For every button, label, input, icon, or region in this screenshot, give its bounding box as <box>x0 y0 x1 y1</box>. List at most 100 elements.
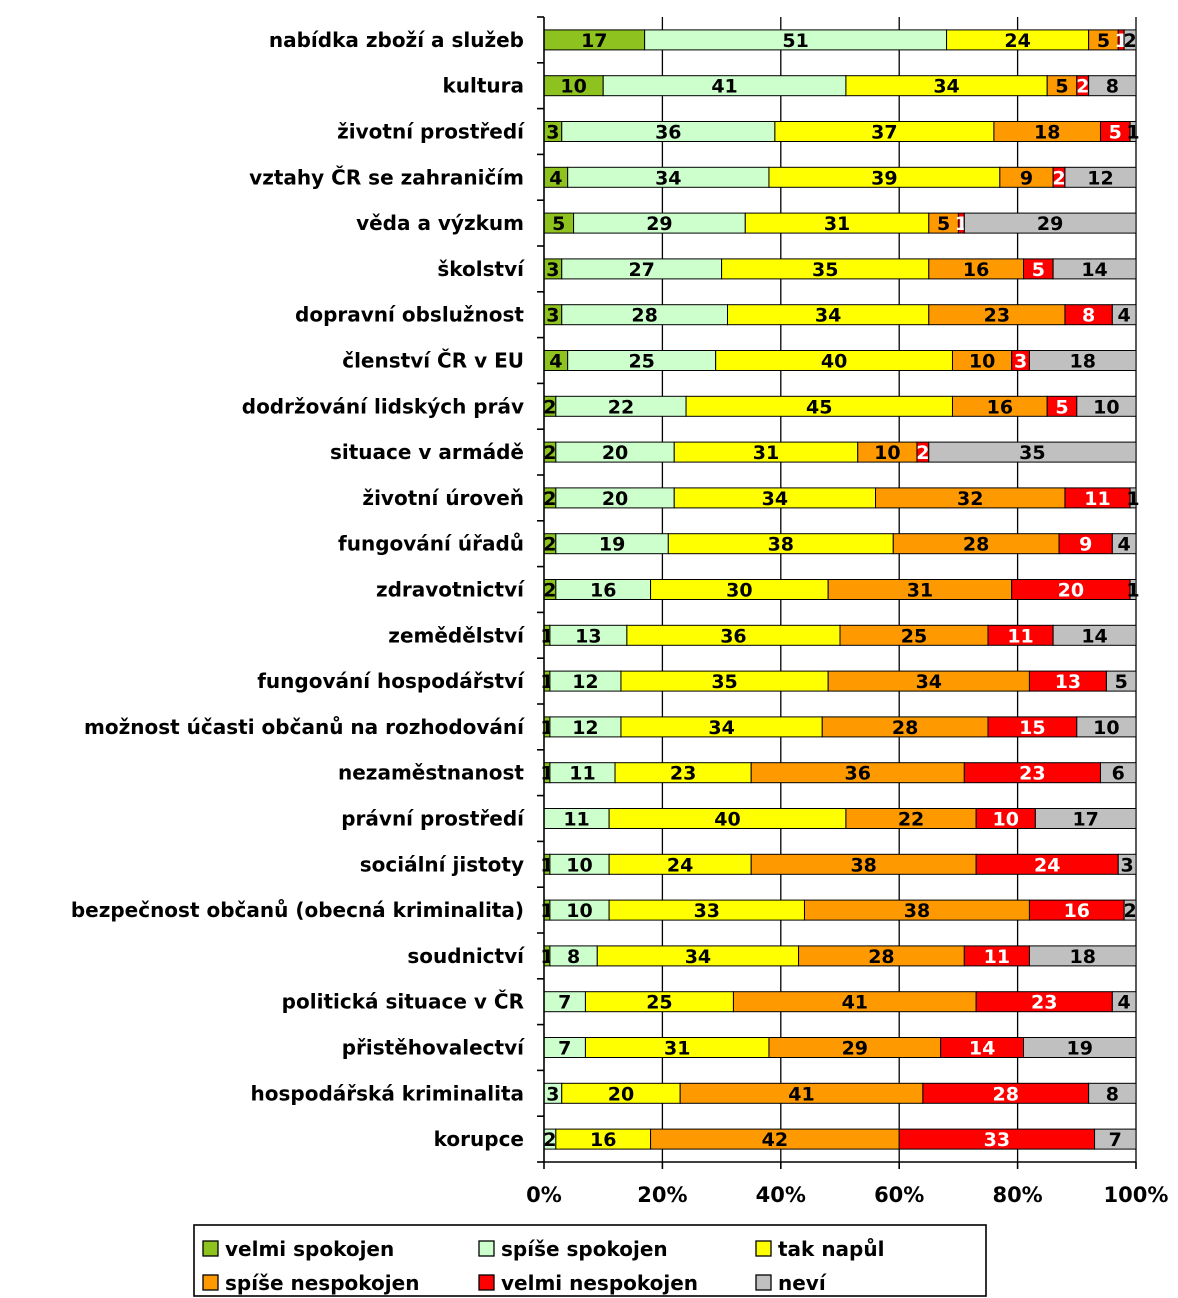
data-label: 41 <box>788 1083 814 1105</box>
bar-segment <box>1129 487 1137 509</box>
data-label: 7 <box>558 1038 571 1060</box>
category-label: politická situace v ČR <box>282 990 524 1014</box>
data-label: 10 <box>993 809 1019 831</box>
bar-segment <box>1076 716 1137 738</box>
data-label: 10 <box>874 442 900 464</box>
data-label: 3 <box>1014 351 1027 373</box>
bar-segment <box>1034 808 1137 829</box>
data-label: 36 <box>720 625 746 647</box>
data-label: 2 <box>1052 167 1065 189</box>
data-label: 5 <box>1055 396 1068 418</box>
data-label: 51 <box>782 30 808 52</box>
data-label: 40 <box>714 809 740 831</box>
data-label: 11 <box>563 809 589 831</box>
category-label: právní prostředí <box>341 807 525 831</box>
data-label: 16 <box>590 580 616 602</box>
category-label: vztahy ČR se zahraničím <box>249 165 524 189</box>
bar-segment <box>1076 395 1137 417</box>
data-label: 33 <box>694 900 720 922</box>
legend-label: tak napůl <box>778 1237 884 1261</box>
category-label: fungování úřadů <box>338 532 524 556</box>
data-label: 8 <box>1106 76 1119 98</box>
data-label: 10 <box>969 351 995 373</box>
data-label: 8 <box>567 946 580 968</box>
bar-segment <box>1129 121 1137 142</box>
category-label: přistěhovalectví <box>342 1036 525 1060</box>
data-label: 27 <box>628 259 654 281</box>
bar-segment <box>928 441 1137 463</box>
bar-segment <box>1028 350 1137 371</box>
category-label: nabídka zboží a služeb <box>269 28 524 52</box>
data-label: 24 <box>1004 30 1030 52</box>
x-tick-label: 100% <box>1104 1183 1169 1207</box>
data-label: 2 <box>543 488 556 510</box>
bar-segment <box>1099 762 1137 784</box>
category-label: bezpečnost občanů (obecná kriminalita) <box>71 898 524 922</box>
data-label: 34 <box>933 76 959 98</box>
data-label: 35 <box>812 259 838 281</box>
bar-segment <box>1117 853 1137 875</box>
data-label: 41 <box>842 992 868 1014</box>
bar-segment <box>1105 670 1137 692</box>
data-label: 11 <box>569 763 595 785</box>
data-label: 33 <box>984 1129 1010 1151</box>
bar-segment <box>1064 166 1137 188</box>
data-label: 24 <box>667 854 693 876</box>
data-label: 4 <box>549 167 562 189</box>
legend-label: velmi nespokojen <box>501 1271 698 1295</box>
data-label: 15 <box>1019 717 1045 739</box>
legend-swatch <box>755 1274 772 1291</box>
data-label: 7 <box>1109 1129 1122 1151</box>
data-label: 38 <box>768 534 794 556</box>
x-tick-label: 60% <box>874 1183 924 1207</box>
data-label: 12 <box>1087 167 1113 189</box>
data-label: 3 <box>1121 854 1134 876</box>
category-label: zemědělství <box>388 623 525 647</box>
data-label: 35 <box>1019 442 1045 464</box>
data-label: 19 <box>599 534 625 556</box>
data-label: 25 <box>628 351 654 373</box>
data-label: 22 <box>898 809 924 831</box>
data-label: 14 <box>969 1038 995 1060</box>
category-label: situace v armádě <box>330 440 524 464</box>
x-tick-label: 80% <box>992 1183 1042 1207</box>
data-label: 13 <box>1055 671 1081 693</box>
category-label: možnost účasti občanů na rozhodování <box>84 715 525 739</box>
data-label: 30 <box>726 580 752 602</box>
data-label: 18 <box>1034 122 1060 144</box>
category-label: členství ČR v EU <box>342 349 524 373</box>
x-tick-label: 20% <box>637 1183 687 1207</box>
data-label: 17 <box>581 30 607 52</box>
legend-swatch <box>478 1240 495 1257</box>
category-label: fungování hospodářství <box>257 669 525 693</box>
category-label: dodržování lidských práv <box>242 394 524 418</box>
data-label: 38 <box>904 900 930 922</box>
data-label: 23 <box>1019 763 1045 785</box>
data-label: 34 <box>815 305 841 327</box>
data-label: 2 <box>916 442 929 464</box>
data-label: 13 <box>575 625 601 647</box>
data-label: 2 <box>1123 30 1136 52</box>
data-label: 29 <box>646 213 672 235</box>
category-label: životní prostředí <box>337 120 525 144</box>
data-label: 4 <box>1118 534 1131 556</box>
data-label: 5 <box>1097 30 1110 52</box>
data-label: 34 <box>916 671 942 693</box>
data-label: 16 <box>1064 900 1090 922</box>
legend-label: spíše nespokojen <box>225 1271 419 1295</box>
data-label: 12 <box>572 717 598 739</box>
data-label: 29 <box>1037 213 1063 235</box>
data-label: 2 <box>543 1129 556 1151</box>
data-label: 5 <box>1109 122 1122 144</box>
legend-label: velmi spokojen <box>225 1237 394 1261</box>
data-label: 18 <box>1069 946 1095 968</box>
data-label: 28 <box>993 1083 1019 1105</box>
data-label: 37 <box>871 122 897 144</box>
bar-segment <box>1111 304 1137 326</box>
category-label: sociální jistoty <box>360 852 524 876</box>
data-label: 29 <box>842 1038 868 1060</box>
legend-box <box>193 1224 987 1297</box>
data-label: 35 <box>711 671 737 693</box>
data-label: 1 <box>1126 580 1139 602</box>
